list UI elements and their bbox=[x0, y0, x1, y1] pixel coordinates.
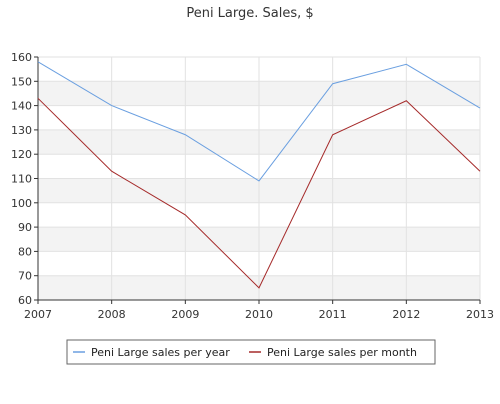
x-tick-label: 2010 bbox=[245, 308, 273, 321]
legend-label: Peni Large sales per month bbox=[267, 346, 417, 359]
x-tick-label: 2013 bbox=[466, 308, 494, 321]
y-tick-label: 80 bbox=[18, 245, 32, 258]
series-lines bbox=[37, 61, 481, 289]
chart-title: Peni Large. Sales, $ bbox=[186, 6, 313, 21]
x-tick-label: 2011 bbox=[319, 308, 347, 321]
y-tick-label: 120 bbox=[11, 148, 32, 161]
series-line bbox=[37, 97, 481, 289]
legend-label: Peni Large sales per year bbox=[91, 346, 230, 359]
y-tick-label: 60 bbox=[18, 294, 32, 307]
y-tick-label: 90 bbox=[18, 221, 32, 234]
x-tick-label: 2007 bbox=[24, 308, 52, 321]
y-tick-label: 70 bbox=[18, 270, 32, 283]
legend: Peni Large sales per year Peni Large sale… bbox=[66, 339, 436, 365]
x-axis-ticks: 2007 2008 2009 2010 2011 2012 2013 bbox=[24, 300, 494, 321]
x-tick-label: 2012 bbox=[392, 308, 420, 321]
y-tick-label: 140 bbox=[11, 100, 32, 113]
y-tick-label: 150 bbox=[11, 75, 32, 88]
y-tick-label: 100 bbox=[11, 197, 32, 210]
y-tick-label: 160 bbox=[11, 51, 32, 64]
x-tick-label: 2009 bbox=[171, 308, 199, 321]
y-tick-label: 110 bbox=[11, 173, 32, 186]
y-tick-label: 130 bbox=[11, 124, 32, 137]
y-axis-ticks: 60 70 80 90 100 110 120 130 140 150 160 bbox=[11, 51, 38, 307]
series-line bbox=[37, 61, 481, 182]
x-tick-label: 2008 bbox=[98, 308, 126, 321]
